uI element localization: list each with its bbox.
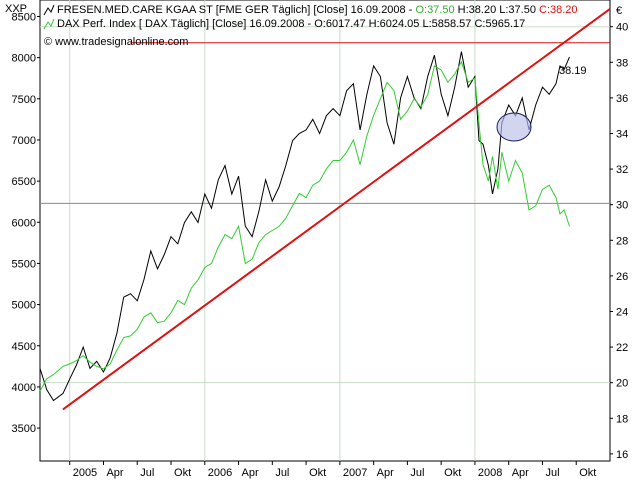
x-tick-label: Jul: [140, 467, 154, 479]
left-tick-label: 7000: [12, 135, 36, 147]
reference-lines: [40, 42, 610, 204]
right-tick-label: 30: [616, 200, 628, 212]
x-tick-label: Okt: [174, 467, 191, 479]
x-tick-label: Apr: [512, 467, 529, 479]
right-tick-label: 40: [616, 22, 628, 34]
legend-open-dax: O:6017.47: [314, 18, 365, 30]
left-tick-label: 7500: [12, 94, 36, 106]
legend-label-fme: FRESEN.MED.CARE KGAA ST [FME GER Täglich…: [57, 4, 413, 16]
x-tick-label: Okt: [309, 467, 326, 479]
x-tick-label: Apr: [106, 467, 123, 479]
legend-line-green: [43, 18, 55, 30]
highlight-ellipse: [496, 112, 532, 142]
legend-low-dax: L:5858.57: [422, 18, 471, 30]
left-tick-label: 4500: [12, 341, 36, 353]
left-axis: 3500 4000 4500 5000 5500 6000 6500 7000 7500 8000…: [12, 11, 40, 435]
right-tick-label: 24: [616, 306, 628, 318]
right-tick-label: 18: [616, 413, 628, 425]
right-tick-label: 26: [616, 271, 628, 283]
left-tick-label: 5000: [12, 300, 36, 312]
right-tick-label: 28: [616, 235, 628, 247]
svg-text:FRESEN.MED.CARE KGAA ST [FME G: FRESEN.MED.CARE KGAA ST [FME GER Täglich…: [57, 4, 578, 16]
x-tick-label: 2006: [208, 467, 232, 479]
legend-close-dax: C:5965.17: [474, 18, 525, 30]
right-tick-label: 16: [616, 449, 628, 461]
right-tick-label: 38: [616, 57, 628, 69]
legend-entry: FRESEN.MED.CARE KGAA ST [FME GER Täglich…: [43, 4, 578, 16]
legend-close-fme: C:38.20: [539, 4, 578, 16]
legend: FRESEN.MED.CARE KGAA ST [FME GER Täglich…: [43, 4, 578, 48]
x-tick-label: Jul: [545, 467, 559, 479]
series-line-dax: [39, 60, 570, 392]
x-tick-label: Apr: [242, 467, 259, 479]
legend-label-dax: DAX Perf. Index [ DAX Täglich] [Close] 1…: [57, 18, 311, 30]
x-axis: 2005 Apr Jul Okt 2006 Apr Jul Okt 2007 Apr Jul Okt 2…: [69, 461, 596, 479]
right-tick-label: 34: [616, 128, 628, 140]
series-line-fme: [39, 51, 570, 402]
x-tick-label: Jul: [275, 467, 289, 479]
watermark: © www.tradesignalonline.com: [44, 36, 188, 48]
right-axis-unit: €: [616, 5, 622, 17]
left-tick-label: 4000: [12, 382, 36, 394]
left-axis-unit: XXP: [5, 3, 27, 15]
right-axis: 16 18 20 22 24 26 28 30 32 34 36 38 40: [610, 22, 628, 461]
left-tick-label: 6500: [12, 176, 36, 188]
x-tick-label: 2007: [343, 467, 367, 479]
left-tick-label: 3500: [12, 423, 36, 435]
legend-high-fme: H:38.20: [458, 4, 497, 16]
left-tick-label: 6000: [12, 217, 36, 229]
legend-entry: DAX Perf. Index [ DAX Täglich] [Close] 1…: [43, 18, 525, 30]
series: [39, 8, 611, 411]
svg-text:DAX Perf. Index [ DAX Täglich: DAX Perf. Index [ DAX Täglich] [Close] 1…: [57, 18, 525, 30]
x-tick-label: 2008: [478, 467, 502, 479]
left-tick-label: 8000: [12, 53, 36, 65]
legend-high-dax: H:6024.05: [369, 18, 420, 30]
plot-area: [39, 0, 611, 462]
x-tick-label: Okt: [579, 467, 596, 479]
right-tick-label: 22: [616, 342, 628, 354]
left-tick-label: 5500: [12, 258, 36, 270]
x-tick-label: 2005: [73, 467, 97, 479]
right-tick-label: 20: [616, 378, 628, 390]
legend-low-fme: L:37.50: [499, 4, 536, 16]
price-label: 38.19: [559, 65, 587, 77]
legend-open-fme: O:37.50: [415, 4, 454, 16]
right-tick-label: 36: [616, 93, 628, 105]
right-tick-label: 32: [616, 164, 628, 176]
legend-line-black: [43, 4, 55, 16]
x-tick-label: Okt: [444, 467, 461, 479]
left-tick-label: 8500: [12, 11, 36, 23]
x-tick-label: Apr: [377, 467, 394, 479]
x-tick-label: Jul: [410, 467, 424, 479]
trendline: [62, 8, 611, 411]
